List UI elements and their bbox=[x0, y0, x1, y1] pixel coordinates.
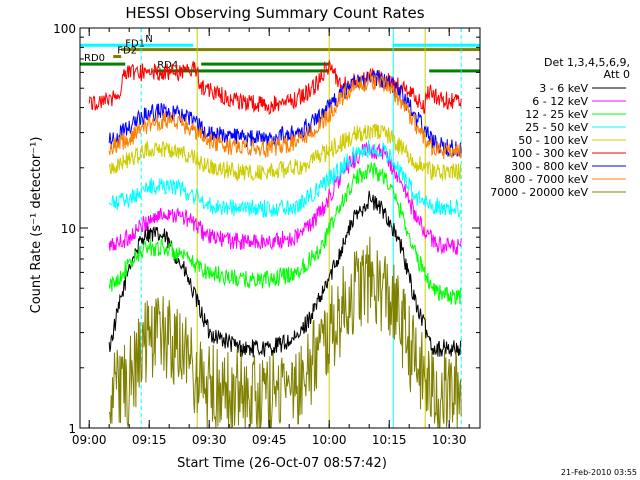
legend-entry-label: 100 - 300 keV bbox=[511, 147, 588, 160]
legend-entry-label: 25 - 50 keV bbox=[525, 121, 588, 134]
flag-bar-fd2: FD2 bbox=[113, 46, 137, 59]
series-line-2 bbox=[108, 162, 462, 305]
axis-ticks: 09:00 09:15 09:30 09:45 10:00 10:15 10:30 1 10 10… bbox=[53, 22, 480, 447]
x-tick-label: 10:00 bbox=[312, 433, 347, 447]
legend-entry-label: 50 - 100 keV bbox=[518, 134, 588, 147]
series-line-3 bbox=[108, 139, 462, 218]
flag-label-fd1: FD1 bbox=[125, 39, 145, 50]
flag-bar-segment bbox=[201, 62, 330, 66]
legend-entry-label: 800 - 7000 keV bbox=[504, 173, 588, 186]
chart-title: HESSI Observing Summary Count Rates bbox=[125, 4, 424, 22]
flag-bar-segment bbox=[80, 62, 126, 66]
legend-entry-label: 12 - 25 keV bbox=[525, 108, 588, 121]
x-tick-label: 10:15 bbox=[372, 433, 407, 447]
flag-label-fd2: FD2 bbox=[117, 46, 137, 57]
x-axis-label: Start Time (26-Oct-07 08:57:42) bbox=[177, 456, 387, 471]
y-tick-label: 100 bbox=[53, 22, 76, 36]
flag-bar-segment bbox=[113, 55, 122, 59]
x-tick-label: 09:30 bbox=[192, 433, 227, 447]
flag-bar-fd1: FD1 bbox=[121, 39, 480, 52]
generated-timestamp: 21-Feb-2010 03:55 bbox=[561, 468, 637, 477]
legend-entry-label: 3 - 6 keV bbox=[539, 82, 588, 95]
legend-header-line2: Att 0 bbox=[604, 68, 630, 81]
series-line-0 bbox=[108, 190, 462, 358]
legend-header-line1: Det 1,3,4,5,6,9, bbox=[544, 56, 630, 69]
series-line-4 bbox=[108, 123, 462, 182]
series-lines bbox=[88, 60, 462, 429]
series-line-1 bbox=[108, 141, 462, 255]
flag-bar-n: N bbox=[80, 34, 480, 47]
x-tick-label: 09:45 bbox=[252, 433, 287, 447]
series-line-8 bbox=[108, 236, 462, 429]
flag-bar-segment bbox=[80, 43, 194, 47]
x-tick-label: 09:15 bbox=[132, 433, 167, 447]
x-tick-label: 09:00 bbox=[72, 433, 107, 447]
legend-entry-label: 300 - 800 keV bbox=[511, 160, 588, 173]
flag-bar-segment bbox=[153, 69, 330, 73]
series-line-7 bbox=[108, 71, 462, 160]
flag-bar-segment bbox=[429, 69, 480, 73]
y-axis-label: Count Rate (s⁻¹ detector⁻¹) bbox=[29, 137, 44, 314]
legend-entry-label: 6 - 12 keV bbox=[532, 95, 588, 108]
x-tick-label: 10:30 bbox=[432, 433, 467, 447]
y-tick-label: 1 bbox=[68, 422, 76, 436]
y-tick-label: 10 bbox=[61, 222, 76, 236]
flag-bar-segment bbox=[393, 43, 480, 47]
legend-entry-label: 7000 - 20000 keV bbox=[490, 186, 588, 199]
flag-label-rd0: RD0 bbox=[84, 53, 105, 64]
flag-bar-rd0: RD0 bbox=[80, 53, 330, 66]
flag-bar-segment bbox=[121, 48, 480, 52]
flag-label-n: N bbox=[145, 34, 152, 45]
